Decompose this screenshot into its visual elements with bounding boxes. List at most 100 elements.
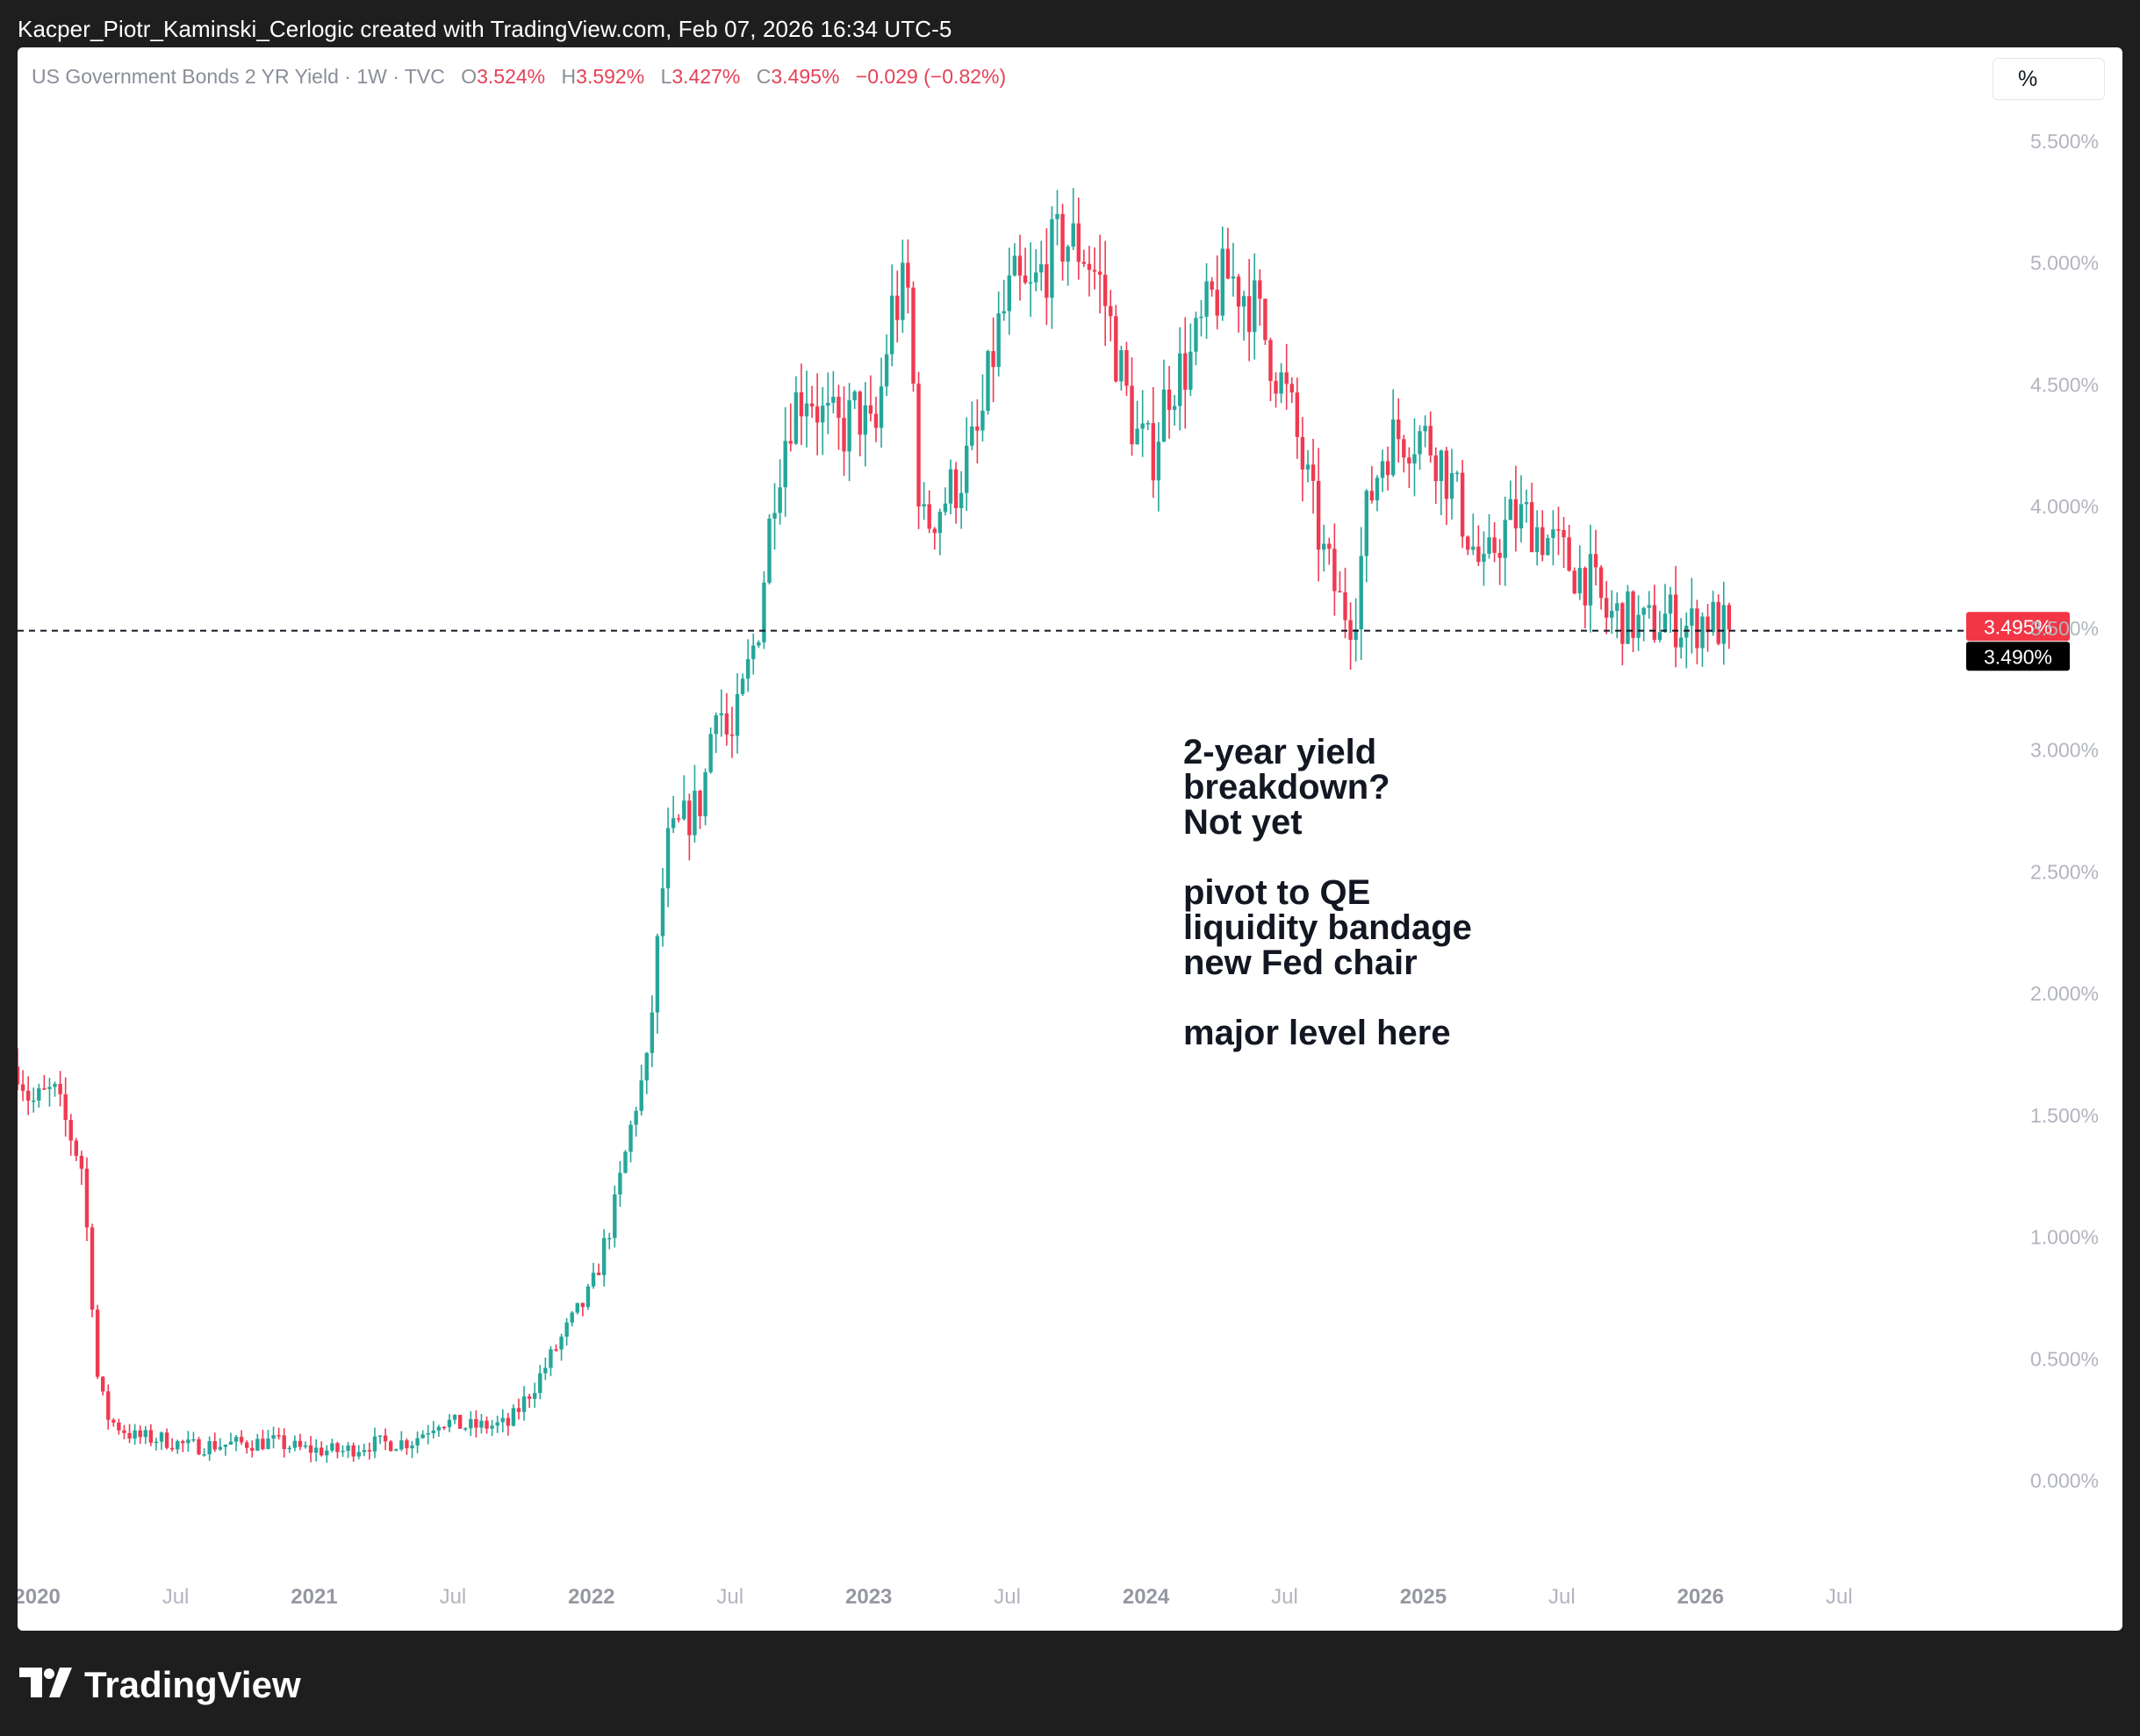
candle xyxy=(901,240,905,334)
annotation-line-3: Not yet xyxy=(1183,803,1303,842)
candle xyxy=(804,370,809,448)
candle xyxy=(1375,475,1380,512)
candle xyxy=(1071,188,1075,251)
candle xyxy=(671,795,676,834)
candle xyxy=(377,1435,383,1445)
candle xyxy=(1076,197,1081,280)
candle xyxy=(1652,585,1657,643)
candle xyxy=(618,1160,622,1208)
candle xyxy=(399,1431,404,1452)
chart-panel[interactable]: 3.495% 3.490% 0.000% 0.500% 1.000% 1.500% 2.0… xyxy=(18,47,2122,1631)
candle xyxy=(95,1304,100,1380)
candle xyxy=(543,1357,548,1381)
candle xyxy=(906,239,910,314)
candle xyxy=(533,1382,537,1409)
candle xyxy=(18,1048,20,1091)
x-tick-label: Jul xyxy=(1271,1585,1298,1609)
candle xyxy=(585,1283,591,1310)
y-tick-label: 2.500% xyxy=(2030,860,2099,883)
candle xyxy=(724,692,729,746)
unit-selector-button[interactable]: % xyxy=(1993,58,2105,100)
candle xyxy=(1028,242,1033,318)
candle xyxy=(927,490,931,534)
candle xyxy=(298,1433,303,1451)
candle xyxy=(1402,434,1406,473)
candle xyxy=(330,1438,334,1453)
candle xyxy=(815,373,820,456)
annotation-line-5: pivot to QE xyxy=(1183,873,1371,912)
candle xyxy=(47,1078,52,1108)
low-value: 3.427% xyxy=(671,65,741,88)
high-value: 3.592% xyxy=(576,65,645,88)
candle xyxy=(1161,359,1167,442)
y-tick-label: 2.000% xyxy=(2030,982,2099,1005)
candle xyxy=(1130,357,1134,456)
candle xyxy=(292,1435,298,1452)
candle xyxy=(84,1157,90,1242)
candle xyxy=(564,1317,569,1345)
candle xyxy=(346,1441,350,1459)
candle xyxy=(719,689,724,737)
y-tick-label: 5.500% xyxy=(2030,130,2099,153)
candle xyxy=(1348,602,1353,671)
candle xyxy=(751,633,756,675)
candle xyxy=(1593,529,1598,586)
candle xyxy=(937,508,943,556)
y-tick-label: 3.000% xyxy=(2030,739,2099,762)
y-tick-label: 1.000% xyxy=(2030,1226,2099,1249)
candle xyxy=(1007,247,1012,335)
candle xyxy=(1439,449,1444,516)
candle xyxy=(1204,263,1209,340)
candle xyxy=(1418,425,1422,470)
candle xyxy=(1598,564,1604,610)
candle xyxy=(996,291,1001,377)
candle xyxy=(1444,447,1449,526)
y-tick-label: 4.000% xyxy=(2030,495,2099,518)
candle xyxy=(186,1431,190,1453)
candle xyxy=(1172,394,1177,426)
candle xyxy=(1385,446,1390,491)
candle xyxy=(1487,513,1491,559)
candle xyxy=(794,376,799,446)
candle xyxy=(74,1137,79,1161)
x-tick-label: 2023 xyxy=(845,1585,892,1609)
candle xyxy=(320,1441,324,1457)
candle xyxy=(1454,470,1460,482)
candle xyxy=(276,1427,281,1440)
candle xyxy=(1124,341,1129,397)
candle xyxy=(895,270,900,343)
candle xyxy=(639,1065,643,1116)
candle-series xyxy=(18,188,1732,1463)
close-label: C xyxy=(756,65,772,88)
candle xyxy=(1471,513,1476,556)
candle xyxy=(313,1438,319,1462)
candle xyxy=(479,1414,484,1434)
candle xyxy=(1588,524,1593,633)
candle xyxy=(554,1344,558,1352)
candle xyxy=(970,401,974,450)
candle xyxy=(420,1430,425,1439)
candle xyxy=(133,1424,137,1445)
candle xyxy=(1529,483,1534,553)
candle xyxy=(1727,602,1732,649)
candle xyxy=(932,527,937,550)
candle xyxy=(266,1430,270,1450)
candle xyxy=(233,1435,239,1452)
candlestick-chart[interactable]: 3.495% 3.490% 0.000% 0.500% 1.000% 1.500% 2.0… xyxy=(18,47,2122,1631)
candle xyxy=(916,371,921,529)
candle xyxy=(580,1302,585,1316)
y-tick-label: 3.500% xyxy=(2030,617,2099,640)
candle xyxy=(37,1083,41,1108)
candle xyxy=(250,1440,255,1458)
candle xyxy=(1460,460,1465,549)
candle xyxy=(735,673,740,754)
candle xyxy=(117,1418,121,1435)
candle xyxy=(1225,227,1231,280)
candle xyxy=(799,363,804,446)
level-price-label: 3.490% xyxy=(1984,645,2052,668)
candle xyxy=(335,1441,340,1459)
candle xyxy=(325,1445,329,1463)
x-tick-label: 2024 xyxy=(1123,1585,1170,1609)
candle xyxy=(372,1427,377,1459)
candle xyxy=(1295,377,1300,459)
